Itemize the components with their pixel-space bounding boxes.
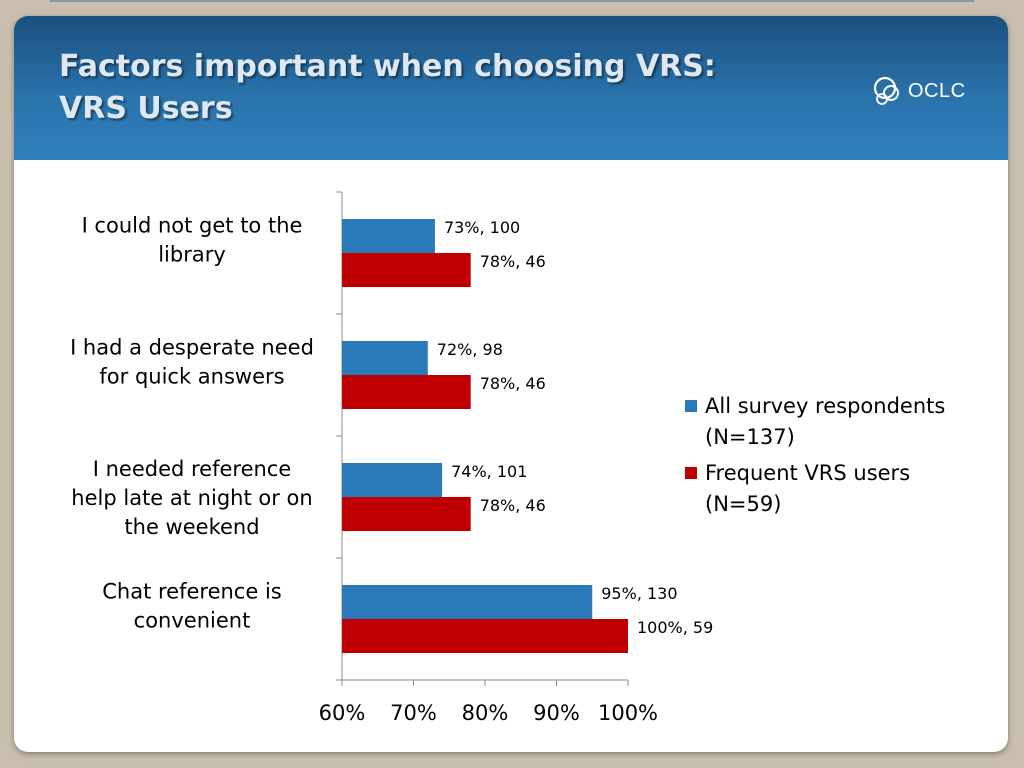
x-tick-label: 90% bbox=[533, 701, 580, 725]
oclc-logo-icon bbox=[873, 76, 899, 105]
bar-all-respondents bbox=[342, 341, 428, 375]
slide-title: Factors important when choosing VRS: VRS… bbox=[59, 46, 716, 130]
chart-labels: 60% 70% 80% 90% 100% 73%, 100 78%, 46 I could n… bbox=[70, 214, 713, 726]
bar-frequent-users bbox=[342, 253, 471, 287]
bar-data-label: 100%, 59 bbox=[637, 618, 713, 637]
category-label: help late at night or on bbox=[71, 486, 312, 510]
chart-legend: All survey respondents (N=137) Frequent VR… bbox=[685, 394, 945, 516]
category-label: I could not get to the bbox=[82, 214, 303, 238]
category-label: library bbox=[158, 243, 226, 267]
bar-data-label: 95%, 130 bbox=[601, 584, 677, 603]
bar-frequent-users bbox=[342, 375, 471, 409]
category-label: for quick answers bbox=[99, 365, 284, 389]
slide-header: Factors important when choosing VRS: VRS… bbox=[14, 16, 1008, 160]
x-tick-label: 80% bbox=[462, 701, 509, 725]
bar-data-label: 74%, 101 bbox=[451, 462, 527, 481]
legend-swatch bbox=[685, 467, 697, 479]
bar-all-respondents bbox=[342, 219, 435, 253]
x-tick-label: 70% bbox=[390, 701, 437, 725]
chart-bars bbox=[342, 219, 628, 653]
legend-entry-text: (N=59) bbox=[705, 492, 781, 516]
bar-data-label: 78%, 46 bbox=[480, 252, 546, 271]
oclc-logo: OCLC bbox=[872, 74, 966, 108]
legend-swatch bbox=[685, 400, 697, 412]
bar-data-label: 73%, 100 bbox=[444, 218, 520, 237]
bar-all-respondents bbox=[342, 463, 443, 497]
category-label: I had a desperate need bbox=[70, 336, 314, 360]
legend-entry-text: All survey respondents bbox=[705, 394, 945, 418]
legend-entry-text: (N=137) bbox=[705, 425, 795, 449]
category-label: convenient bbox=[134, 609, 251, 633]
slide-title-line-2: VRS Users bbox=[59, 91, 233, 126]
category-label: the weekend bbox=[124, 515, 259, 539]
oclc-logo-text: OCLC bbox=[908, 79, 966, 102]
x-tick-label: 60% bbox=[319, 701, 366, 725]
bar-frequent-users bbox=[342, 497, 471, 531]
bar-data-label: 72%, 98 bbox=[437, 340, 503, 359]
legend-entry-text: Frequent VRS users bbox=[705, 461, 910, 485]
category-label: Chat reference is bbox=[102, 580, 281, 604]
x-tick-label: 100% bbox=[598, 701, 658, 725]
slide-title-line-1: Factors important when choosing VRS: bbox=[59, 49, 716, 84]
top-border-line bbox=[50, 0, 974, 2]
bar-data-label: 78%, 46 bbox=[480, 374, 546, 393]
bar-all-respondents bbox=[342, 585, 593, 619]
bar-data-label: 78%, 46 bbox=[480, 496, 546, 515]
bar-frequent-users bbox=[342, 619, 628, 653]
category-label: I needed reference bbox=[93, 457, 292, 481]
